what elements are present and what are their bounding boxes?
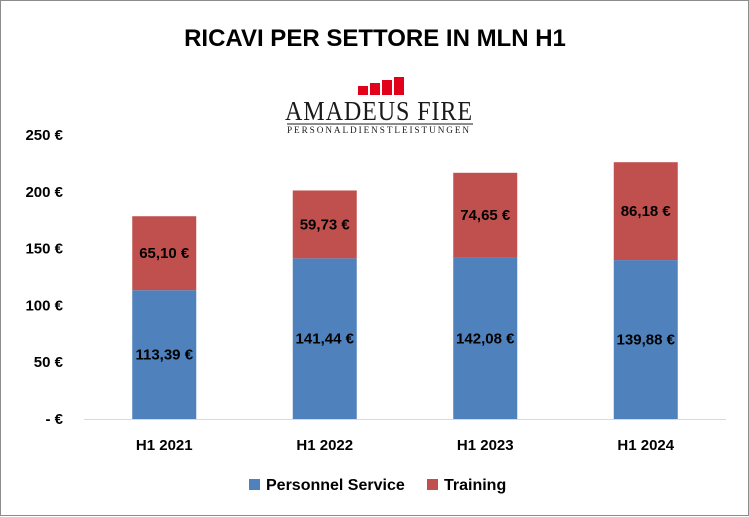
logo-subtitle: PERSONALDIENSTLEISTUNGEN — [287, 126, 471, 136]
y-tick-label: 200 € — [25, 184, 63, 201]
legend-label: Personnel Service — [266, 477, 405, 494]
x-axis: H1 2021 H1 2022 H1 2023 H1 2024 — [136, 437, 675, 454]
bar-stack: 142,08 € 74,65 € — [453, 172, 518, 419]
y-axis: - € 50 € 100 € 150 € 200 € 250 € — [25, 127, 63, 428]
data-label: 59,73 € — [300, 216, 351, 233]
bar-segment-personnel-service — [132, 290, 197, 419]
data-label: 65,10 € — [139, 245, 190, 262]
bars: 113,39 € 65,10 € 141,44 € 59,73 € 142,08 € 74… — [132, 162, 678, 419]
bar-segment-personnel-service — [613, 260, 678, 419]
legend-item: Personnel Service — [249, 477, 405, 494]
data-label: 142,08 € — [456, 330, 515, 347]
data-label: 139,88 € — [617, 332, 676, 349]
logo-bar-2 — [370, 83, 380, 95]
y-tick-label: 150 € — [25, 241, 63, 258]
data-label: 141,44 € — [296, 331, 355, 348]
logo-name: AMADEUS FIRE — [285, 96, 473, 126]
bar-segment-training — [132, 216, 197, 291]
legend-swatch — [249, 479, 260, 490]
bar-segment-training — [613, 162, 678, 261]
x-tick-label: H1 2024 — [617, 437, 674, 454]
x-tick-label: H1 2021 — [136, 437, 193, 454]
logo-bar-4 — [394, 77, 404, 95]
data-label: 74,65 € — [460, 207, 511, 224]
legend: Personnel Service Training — [249, 477, 506, 494]
chart-title: RICAVI PER SETTORE IN MLN H1 — [184, 25, 566, 52]
logo-bar-1 — [358, 86, 368, 95]
y-tick-label: 100 € — [25, 297, 63, 314]
legend-item: Training — [427, 477, 506, 494]
bar-segment-personnel-service — [292, 258, 357, 419]
x-tick-label: H1 2023 — [457, 437, 514, 454]
bar-stack: 113,39 € 65,10 € — [132, 216, 197, 419]
legend-label: Training — [444, 477, 506, 494]
y-tick-label: - € — [45, 411, 63, 428]
bar-segment-personnel-service — [453, 257, 518, 419]
logo-bar-3 — [382, 80, 392, 95]
bar-stack: 141,44 € 59,73 € — [292, 190, 357, 419]
data-label: 86,18 € — [621, 203, 672, 220]
bar-segment-training — [292, 190, 357, 259]
y-tick-label: 50 € — [34, 354, 64, 371]
x-tick-label: H1 2022 — [296, 437, 353, 454]
bar-stack: 139,88 € 86,18 € — [613, 162, 678, 419]
y-tick-label: 250 € — [25, 127, 63, 144]
data-label: 113,39 € — [135, 347, 193, 364]
legend-swatch — [427, 479, 438, 490]
rising-bars-logo-icon — [358, 77, 404, 95]
amadeus-fire-logo: AMADEUS FIRE PERSONALDIENSTLEISTUNGEN — [285, 77, 473, 136]
bar-segment-training — [453, 172, 518, 258]
